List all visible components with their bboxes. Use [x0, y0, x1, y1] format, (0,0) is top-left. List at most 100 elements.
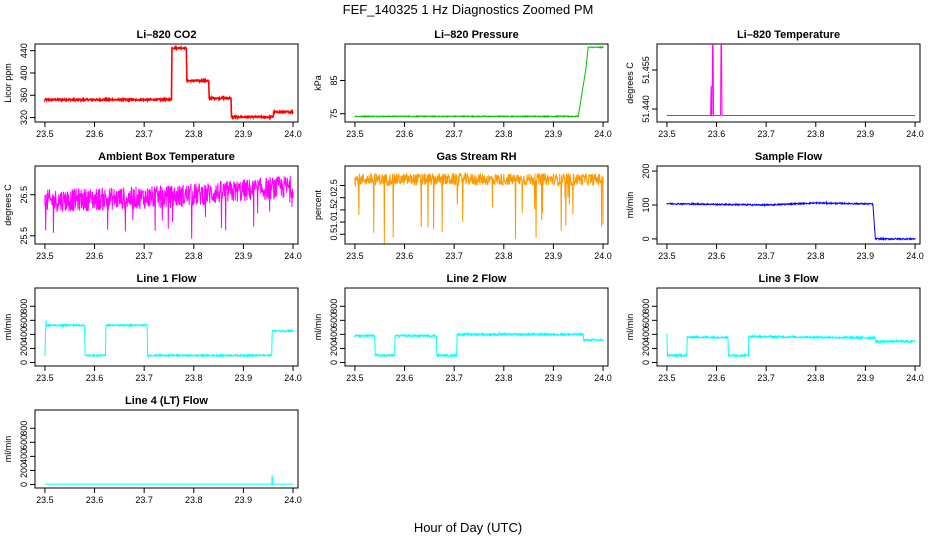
y-tick-label: 51.455 — [641, 56, 651, 84]
y-tick-label: 200 — [641, 341, 651, 356]
x-axis-label: Hour of Day (UTC) — [414, 520, 522, 535]
x-tick-label: 23.8 — [185, 251, 203, 261]
plot-frame — [656, 287, 921, 367]
panel-line3: Line 3 Flow 23.5 23.6 23.7 23.8 23.9 24.0 0 2004… — [625, 273, 924, 383]
x-tick-label: 24.0 — [284, 373, 302, 383]
x-tick-label: 23.5 — [36, 495, 54, 505]
y-tick-label: 600 — [329, 313, 339, 328]
x-tick-label: 23.8 — [807, 373, 825, 383]
plot-frame — [34, 43, 299, 123]
x-tick-label: 23.9 — [857, 373, 875, 383]
x-tick-label: 23.6 — [396, 373, 414, 383]
x-tick-label: 23.8 — [185, 495, 203, 505]
y-tick-label: 0 — [329, 360, 339, 365]
x-tick-label: 23.8 — [495, 129, 513, 139]
x-tick-label: 23.9 — [235, 373, 253, 383]
y-axis-label: Licor ppm — [3, 63, 13, 103]
y-tick-label: 0 — [641, 236, 651, 241]
panel-rh: Gas Stream RH 23.5 23.6 23.7 23.8 23.9 24.0 0.5… — [313, 151, 612, 261]
x-tick-label: 24.0 — [906, 373, 924, 383]
y-axis-label: degrees C — [625, 62, 635, 104]
x-tick-label: 24.0 — [594, 373, 612, 383]
y-axis-label: percent — [313, 189, 323, 220]
x-tick-label: 23.6 — [86, 129, 104, 139]
x-tick-label: 23.5 — [346, 251, 364, 261]
x-tick-label: 23.7 — [135, 495, 153, 505]
x-tick-label: 23.5 — [658, 373, 676, 383]
x-tick-label: 23.8 — [185, 129, 203, 139]
x-tick-label: 23.9 — [235, 129, 253, 139]
y-tick-label: 2.0 — [329, 191, 339, 204]
y-tick-label: 26.5 — [19, 186, 29, 204]
series-line — [44, 44, 294, 121]
y-tick-label: 400 — [19, 327, 29, 342]
y-tick-label: 200 — [641, 164, 651, 179]
x-tick-label: 24.0 — [594, 129, 612, 139]
x-tick-label: 23.5 — [36, 373, 54, 383]
y-tick-label: 1.5 — [329, 204, 339, 217]
y-tick-label: 400 — [19, 449, 29, 464]
series-line — [354, 171, 604, 244]
panel-title: Gas Stream RH — [436, 151, 516, 163]
panel-box_temp: Ambient Box Temperature 23.5 23.6 23.7 23.8 2… — [3, 151, 302, 261]
y-tick-label: 1.0 — [329, 216, 339, 229]
series-line — [666, 44, 916, 116]
y-tick-label: 0 — [19, 360, 29, 365]
y-axis-label: ml/min — [3, 314, 13, 341]
x-tick-label: 23.7 — [757, 129, 775, 139]
x-tick-label: 23.6 — [396, 251, 414, 261]
y-tick-label: 2.5 — [329, 179, 339, 192]
y-tick-label: 100 — [641, 197, 651, 212]
y-tick-label: 800 — [641, 299, 651, 314]
x-tick-label: 23.9 — [857, 251, 875, 261]
panel-title: Line 3 Flow — [759, 273, 819, 285]
y-tick-label: 600 — [641, 313, 651, 328]
y-tick-label: 440 — [19, 43, 29, 58]
x-tick-label: 23.7 — [135, 129, 153, 139]
y-tick-label: 400 — [641, 327, 651, 342]
plot-frame — [344, 287, 609, 367]
y-tick-label: 200 — [19, 463, 29, 478]
panel-title: Ambient Box Temperature — [98, 151, 235, 163]
series-line — [354, 331, 604, 359]
plot-frame — [34, 287, 299, 367]
x-tick-label: 23.9 — [235, 251, 253, 261]
x-tick-label: 23.7 — [445, 373, 463, 383]
y-tick-label: 600 — [19, 313, 29, 328]
x-tick-label: 23.6 — [86, 495, 104, 505]
x-tick-label: 23.6 — [86, 373, 104, 383]
panel-sample_flow: Sample Flow 23.5 23.6 23.7 23.8 23.9 24.0 0 100 2… — [625, 151, 924, 261]
plot-frame — [656, 43, 921, 123]
series-line — [44, 320, 294, 359]
panel-title: Sample Flow — [755, 151, 823, 163]
panel-title: Line 2 Flow — [447, 273, 507, 285]
y-tick-label: 800 — [19, 299, 29, 314]
panel-co2: Li–820 CO2 23.5 23.6 23.7 23.8 23.9 24.0 320 360… — [3, 29, 302, 139]
plot-frame — [344, 165, 609, 245]
y-tick-label: 0.5 — [329, 228, 339, 241]
x-tick-label: 23.5 — [36, 251, 54, 261]
panel-title: Line 4 (LT) Flow — [125, 395, 208, 407]
x-tick-label: 23.5 — [346, 373, 364, 383]
plot-frame — [344, 43, 609, 123]
y-tick-label: 0 — [19, 482, 29, 487]
x-tick-label: 24.0 — [906, 129, 924, 139]
x-tick-label: 23.7 — [135, 373, 153, 383]
y-tick-label: 600 — [19, 435, 29, 450]
x-tick-label: 23.6 — [708, 373, 726, 383]
panel-line4: Line 4 (LT) Flow 23.5 23.6 23.7 23.8 23.9 24.0… — [3, 395, 302, 505]
plot-frame — [34, 409, 299, 489]
y-tick-label: 200 — [19, 341, 29, 356]
series-line — [44, 475, 294, 485]
x-tick-label: 23.9 — [235, 495, 253, 505]
x-tick-label: 23.6 — [396, 129, 414, 139]
panels: Li–820 CO2 23.5 23.6 23.7 23.8 23.9 24.0 320 360… — [3, 29, 924, 505]
x-tick-label: 23.5 — [36, 129, 54, 139]
y-tick-label: 800 — [19, 421, 29, 436]
x-tick-label: 23.7 — [135, 251, 153, 261]
y-axis-label: ml/min — [3, 436, 13, 463]
series-line — [354, 45, 604, 119]
y-tick-label: 51.440 — [641, 95, 651, 123]
y-axis-label: ml/min — [313, 314, 323, 341]
